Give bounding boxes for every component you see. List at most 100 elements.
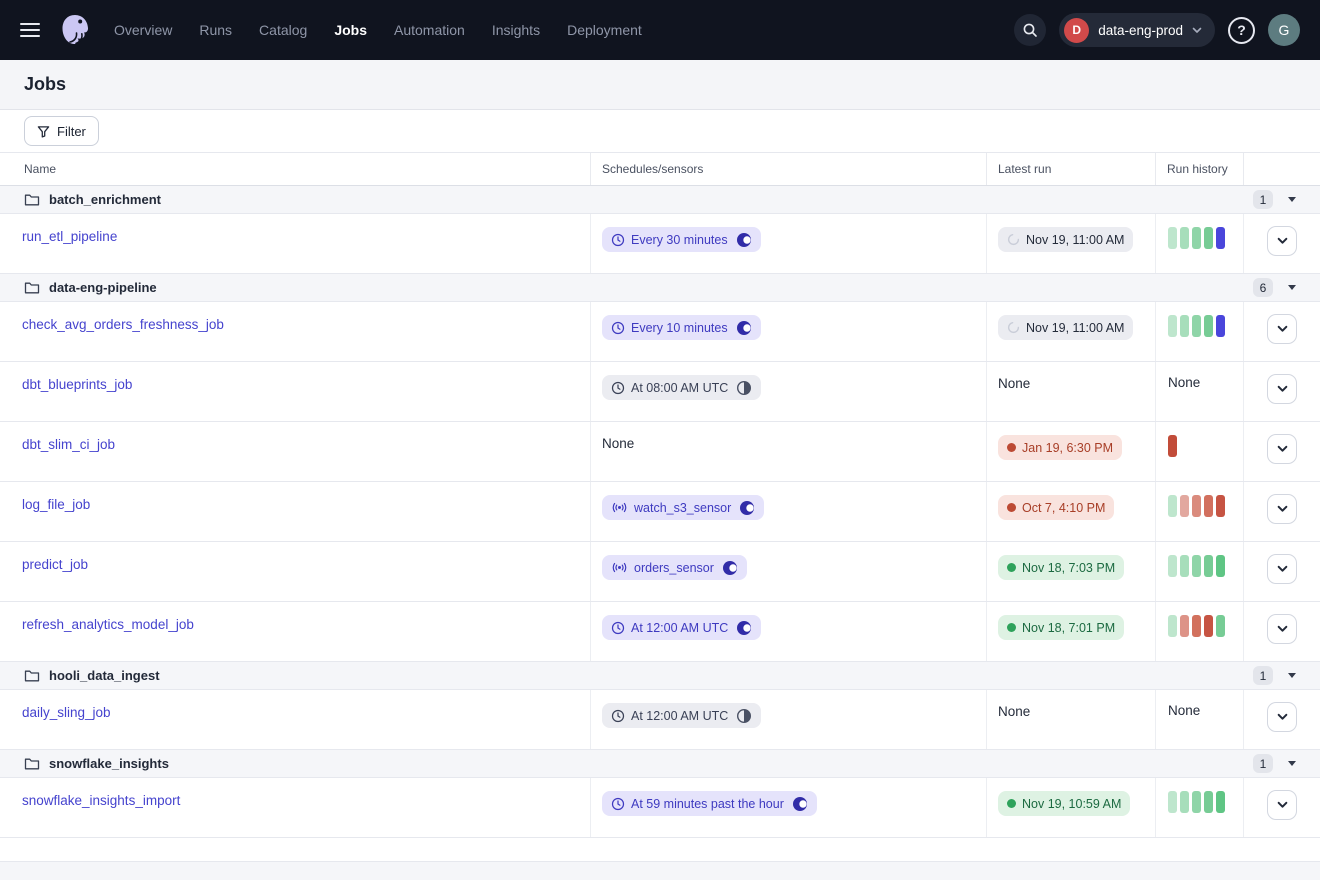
search-button[interactable] bbox=[1014, 14, 1046, 46]
job-link[interactable]: run_etl_pipeline bbox=[22, 229, 117, 244]
toggle-on-icon[interactable] bbox=[736, 320, 752, 336]
dagster-logo-icon[interactable] bbox=[56, 11, 94, 49]
run-history-bar[interactable] bbox=[1168, 315, 1177, 337]
run-history-bar[interactable] bbox=[1216, 555, 1225, 577]
job-link[interactable]: predict_job bbox=[22, 557, 88, 572]
nav-item-jobs[interactable]: Jobs bbox=[334, 22, 367, 38]
latest-run-chip[interactable]: Nov 19, 11:00 AM bbox=[998, 315, 1133, 340]
group-row[interactable]: batch_enrichment1 bbox=[0, 186, 1320, 214]
job-link[interactable]: check_avg_orders_freshness_job bbox=[22, 317, 224, 332]
schedule-chip[interactable]: At 12:00 AM UTC bbox=[602, 703, 761, 728]
run-history-bar[interactable] bbox=[1216, 227, 1225, 249]
expand-row-button[interactable] bbox=[1267, 554, 1297, 584]
expand-row-button[interactable] bbox=[1267, 494, 1297, 524]
group-row[interactable]: snowflake_insights1 bbox=[0, 750, 1320, 778]
job-link[interactable]: log_file_job bbox=[22, 497, 90, 512]
run-history-bar[interactable] bbox=[1204, 315, 1213, 337]
toggle-off-icon[interactable] bbox=[736, 380, 752, 396]
collapse-caret-icon[interactable] bbox=[1288, 285, 1296, 290]
run-history-bar[interactable] bbox=[1180, 615, 1189, 637]
run-history-bar[interactable] bbox=[1216, 791, 1225, 813]
expand-row-button[interactable] bbox=[1267, 614, 1297, 644]
expand-row-button[interactable] bbox=[1267, 790, 1297, 820]
filter-button[interactable]: Filter bbox=[24, 116, 99, 146]
run-history-bar[interactable] bbox=[1204, 227, 1213, 249]
run-history-bar[interactable] bbox=[1168, 555, 1177, 577]
run-history-bar[interactable] bbox=[1204, 791, 1213, 813]
chevron-down-icon bbox=[1277, 505, 1288, 513]
filter-label: Filter bbox=[57, 124, 86, 139]
nav-item-catalog[interactable]: Catalog bbox=[259, 22, 307, 38]
run-history-bar[interactable] bbox=[1168, 435, 1177, 457]
toggle-on-icon[interactable] bbox=[736, 232, 752, 248]
run-history-bar[interactable] bbox=[1192, 315, 1201, 337]
nav-item-overview[interactable]: Overview bbox=[114, 22, 172, 38]
user-avatar[interactable]: G bbox=[1268, 14, 1300, 46]
run-history-bar[interactable] bbox=[1192, 227, 1201, 249]
toggle-on-icon[interactable] bbox=[722, 560, 738, 576]
latest-run-chip[interactable]: Nov 19, 10:59 AM bbox=[998, 791, 1130, 816]
toggle-on-icon[interactable] bbox=[792, 796, 808, 812]
expand-row-button[interactable] bbox=[1267, 314, 1297, 344]
nav-item-runs[interactable]: Runs bbox=[199, 22, 232, 38]
table-header-row: Name Schedules/sensors Latest run Run hi… bbox=[0, 152, 1320, 186]
run-history-bar[interactable] bbox=[1204, 615, 1213, 637]
job-link[interactable]: daily_sling_job bbox=[22, 705, 111, 720]
latest-run-chip[interactable]: Jan 19, 6:30 PM bbox=[998, 435, 1122, 460]
schedule-chip[interactable]: Every 30 minutes bbox=[602, 227, 761, 252]
page-header: Jobs bbox=[0, 60, 1320, 110]
deployment-switcher[interactable]: D data-eng-prod bbox=[1059, 13, 1215, 47]
latest-run-chip[interactable]: Nov 18, 7:01 PM bbox=[998, 615, 1124, 640]
schedule-chip[interactable]: At 08:00 AM UTC bbox=[602, 375, 761, 400]
menu-icon[interactable] bbox=[20, 23, 40, 37]
job-link[interactable]: refresh_analytics_model_job bbox=[22, 617, 194, 632]
run-history-bar[interactable] bbox=[1168, 615, 1177, 637]
group-row[interactable]: hooli_data_ingest1 bbox=[0, 662, 1320, 690]
nav-item-automation[interactable]: Automation bbox=[394, 22, 465, 38]
run-history-bar[interactable] bbox=[1192, 791, 1201, 813]
sensor-chip[interactable]: orders_sensor bbox=[602, 555, 747, 580]
latest-run-chip[interactable]: Nov 18, 7:03 PM bbox=[998, 555, 1124, 580]
run-history-bar[interactable] bbox=[1168, 791, 1177, 813]
run-history-bar[interactable] bbox=[1180, 555, 1189, 577]
run-history-bar[interactable] bbox=[1180, 495, 1189, 517]
job-link[interactable]: dbt_blueprints_job bbox=[22, 377, 132, 392]
expand-row-button[interactable] bbox=[1267, 434, 1297, 464]
schedule-chip[interactable]: Every 10 minutes bbox=[602, 315, 761, 340]
run-history-bar[interactable] bbox=[1216, 615, 1225, 637]
run-history-bar[interactable] bbox=[1168, 495, 1177, 517]
sensor-chip[interactable]: watch_s3_sensor bbox=[602, 495, 764, 520]
toggle-on-icon[interactable] bbox=[736, 620, 752, 636]
run-history-bar[interactable] bbox=[1192, 495, 1201, 517]
clock-icon bbox=[611, 621, 625, 635]
run-history-bar[interactable] bbox=[1180, 315, 1189, 337]
help-button[interactable]: ? bbox=[1228, 17, 1255, 44]
expand-row-button[interactable] bbox=[1267, 226, 1297, 256]
latest-run-chip[interactable]: Oct 7, 4:10 PM bbox=[998, 495, 1114, 520]
expand-row-button[interactable] bbox=[1267, 374, 1297, 404]
collapse-caret-icon[interactable] bbox=[1288, 673, 1296, 678]
collapse-caret-icon[interactable] bbox=[1288, 197, 1296, 202]
collapse-caret-icon[interactable] bbox=[1288, 761, 1296, 766]
run-history-bar[interactable] bbox=[1192, 615, 1201, 637]
schedule-chip[interactable]: At 59 minutes past the hour bbox=[602, 791, 817, 816]
toggle-off-icon[interactable] bbox=[736, 708, 752, 724]
run-history-bar[interactable] bbox=[1168, 227, 1177, 249]
latest-run-chip[interactable]: Nov 19, 11:00 AM bbox=[998, 227, 1133, 252]
toggle-on-icon[interactable] bbox=[739, 500, 755, 516]
job-link[interactable]: dbt_slim_ci_job bbox=[22, 437, 115, 452]
run-history-bar[interactable] bbox=[1180, 227, 1189, 249]
run-history-bar[interactable] bbox=[1216, 495, 1225, 517]
nav-item-insights[interactable]: Insights bbox=[492, 22, 540, 38]
run-history-bar[interactable] bbox=[1192, 555, 1201, 577]
latest-run-cell: Nov 19, 11:00 AM bbox=[986, 302, 1155, 361]
job-link[interactable]: snowflake_insights_import bbox=[22, 793, 180, 808]
nav-item-deployment[interactable]: Deployment bbox=[567, 22, 642, 38]
run-history-bar[interactable] bbox=[1180, 791, 1189, 813]
run-history-bar[interactable] bbox=[1204, 495, 1213, 517]
run-history-bar[interactable] bbox=[1216, 315, 1225, 337]
schedule-chip[interactable]: At 12:00 AM UTC bbox=[602, 615, 761, 640]
group-row[interactable]: data-eng-pipeline6 bbox=[0, 274, 1320, 302]
expand-row-button[interactable] bbox=[1267, 702, 1297, 732]
run-history-bar[interactable] bbox=[1204, 555, 1213, 577]
